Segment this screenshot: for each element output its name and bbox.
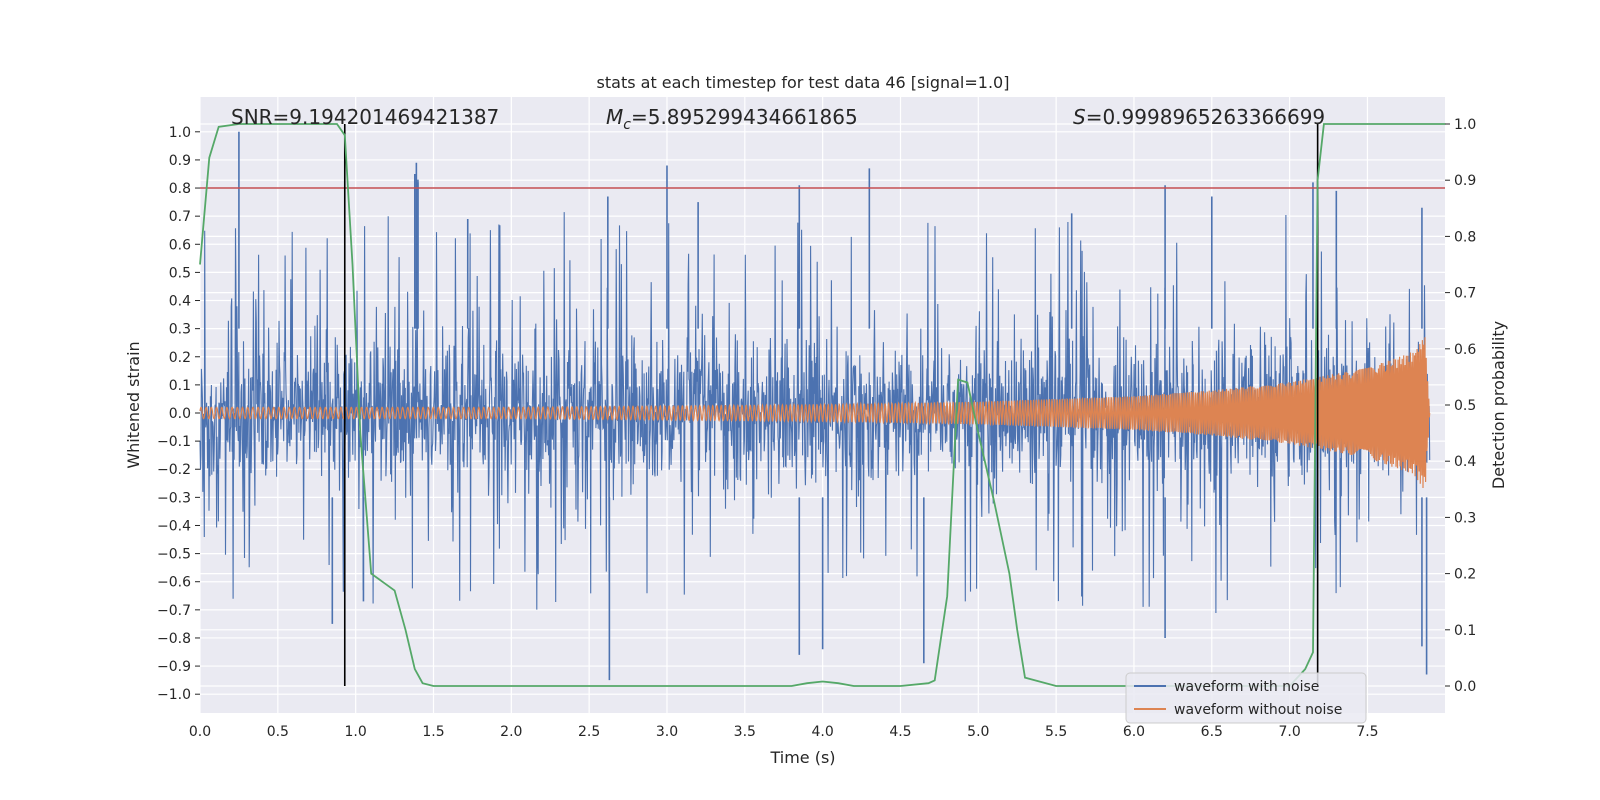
legend-label-clean: waveform without noise [1174, 702, 1342, 718]
y-left-tick-label: −0.9 [157, 659, 191, 675]
chirp-mass-annotation: Mc=5.895299434661865 [606, 105, 858, 133]
y-left-tick-label: −0.1 [157, 434, 191, 450]
y-right-tick-label: 1.0 [1454, 117, 1476, 133]
x-axis-label: Time (s) [769, 748, 835, 767]
right-axis-ticks: 1.0 0.9 0.8 0.7 0.6 0.5 0.4 0.3 0.2 0.1 0.0 [1445, 117, 1476, 695]
y-left-tick-label: 0.6 [169, 237, 191, 253]
x-tick-label: 7.5 [1356, 724, 1378, 740]
chart-title: stats at each timestep for test data 46 … [597, 73, 1010, 92]
x-tick-label: 0.0 [189, 724, 211, 740]
y-left-tick-label: 0.1 [169, 378, 191, 394]
y-left-tick-label: −0.3 [157, 490, 191, 506]
x-tick-label: 4.5 [889, 724, 911, 740]
y-left-tick-label: −0.4 [157, 518, 191, 534]
chirp-mass-value: =5.895299434661865 [631, 105, 858, 129]
legend-box [1125, 672, 1367, 724]
y-left-tick-label: 0.0 [169, 406, 191, 422]
x-tick-label: 5.0 [967, 724, 989, 740]
y-left-tick-label: 0.5 [169, 265, 191, 281]
x-tick-label: 3.0 [656, 724, 678, 740]
legend-label-noise: waveform with noise [1174, 679, 1319, 695]
x-tick-label: 3.5 [734, 724, 756, 740]
y-left-tick-label: 0.9 [169, 153, 191, 169]
y-right-tick-label: 0.4 [1454, 454, 1476, 470]
score-annotation: S=0.9998965263366699 [1073, 105, 1325, 129]
y-left-tick-label: −0.8 [157, 631, 191, 647]
x-tick-label: 1.5 [422, 724, 444, 740]
y-right-tick-label: 0.3 [1454, 510, 1476, 526]
y-right-tick-label: 0.7 [1454, 286, 1476, 302]
y-right-tick-label: 0.1 [1454, 623, 1476, 639]
y-left-tick-label: −0.6 [157, 575, 191, 591]
chirp-mass-subscript: c [623, 117, 631, 133]
x-tick-label: 5.5 [1045, 724, 1067, 740]
y-left-tick-label: −1.0 [157, 687, 191, 703]
y-right-tick-label: 0.9 [1454, 173, 1476, 189]
x-tick-label: 6.0 [1123, 724, 1145, 740]
y-left-tick-label: −0.2 [157, 462, 191, 478]
y-left-tick-label: −0.7 [157, 603, 191, 619]
x-tick-label: 0.5 [267, 724, 289, 740]
score-symbol: S [1073, 105, 1086, 129]
x-tick-label: 1.0 [345, 724, 367, 740]
left-axis-ticks: 1.0 0.9 0.8 0.7 0.6 0.5 0.4 0.3 0.2 0.1 0.0 −0.1 −0.… [157, 125, 200, 703]
y-right-tick-label: 0.6 [1454, 342, 1476, 358]
y-left-tick-label: −0.5 [157, 547, 191, 563]
x-tick-label: 7.0 [1278, 724, 1300, 740]
right-axis-label: Detection probability [1489, 321, 1508, 489]
y-left-tick-label: 0.7 [169, 209, 191, 225]
series-waveform-without-noise [199, 337, 1431, 489]
legend: waveform with noise waveform without noi… [1125, 672, 1367, 724]
y-left-tick-label: 0.4 [169, 294, 191, 310]
y-right-tick-label: 0.0 [1454, 679, 1476, 695]
chirp-mass-symbol: M [606, 105, 623, 129]
y-left-tick-label: 1.0 [169, 125, 191, 141]
snr-annotation: SNR=9.194201469421387 [231, 105, 499, 129]
x-axis-ticks: 0.0 0.5 1.0 1.5 2.0 2.5 3.0 3.5 4.0 4.5 5.0 5.5 6.0 6… [189, 724, 1379, 740]
x-tick-label: 2.0 [500, 724, 522, 740]
y-right-tick-label: 0.5 [1454, 398, 1476, 414]
y-left-tick-label: 0.8 [169, 181, 191, 197]
left-axis-label: Whitened strain [124, 341, 143, 468]
score-value: =0.9998965263366699 [1086, 105, 1325, 129]
y-right-tick-label: 0.2 [1454, 567, 1476, 583]
clean-trace [199, 337, 1431, 489]
y-right-tick-label: 0.8 [1454, 229, 1476, 245]
series-waveform-with-noise [199, 131, 1431, 681]
x-tick-label: 2.5 [578, 724, 600, 740]
noise-trace [199, 212, 1431, 614]
x-tick-label: 4.0 [812, 724, 834, 740]
y-left-tick-label: 0.2 [169, 350, 191, 366]
y-left-tick-label: 0.3 [169, 322, 191, 338]
x-tick-label: 6.5 [1201, 724, 1223, 740]
